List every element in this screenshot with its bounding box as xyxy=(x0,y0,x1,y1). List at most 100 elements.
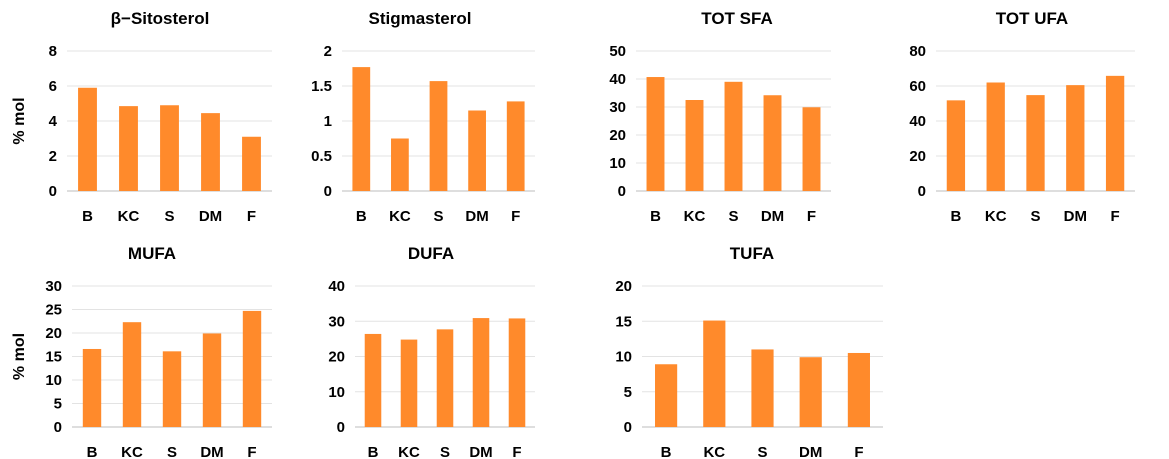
bar xyxy=(508,318,526,427)
chart-panel: 0 5 10 15 20 B KC S DM F TUFA xyxy=(615,244,883,459)
chart-panel: 0 20 40 60 80 B KC S DM F TOT UFA xyxy=(909,9,1135,225)
y-tick-label: 30 xyxy=(45,278,62,295)
y-tick-label: 0 xyxy=(54,419,62,436)
x-tick-label: B xyxy=(356,208,367,225)
x-tick-label: KC xyxy=(121,444,143,459)
bar xyxy=(1066,85,1085,191)
bar xyxy=(119,106,138,191)
y-tick-label: 0 xyxy=(624,419,632,436)
x-tick-label: S xyxy=(757,444,767,459)
bar xyxy=(162,351,182,427)
x-tick-label: B xyxy=(650,208,661,225)
x-tick-label: B xyxy=(368,444,379,459)
x-tick-label: B xyxy=(87,444,98,459)
chart-title: MUFA xyxy=(128,244,176,263)
x-tick-label: KC xyxy=(703,444,725,459)
x-tick-label: B xyxy=(82,208,93,225)
y-tick-label: 0 xyxy=(618,183,626,200)
y-tick-label: 0.5 xyxy=(311,148,332,165)
chart-title: TOT UFA xyxy=(996,9,1068,28)
x-tick-label: KC xyxy=(118,208,140,225)
bar xyxy=(82,348,102,427)
x-tick-label: F xyxy=(854,444,863,459)
bar xyxy=(763,95,782,191)
y-tick-label: 15 xyxy=(615,313,632,330)
chart-title: TUFA xyxy=(730,244,774,263)
bar xyxy=(468,110,486,191)
y-tick-label: 5 xyxy=(624,384,632,401)
bar xyxy=(751,349,774,427)
y-tick-label: 30 xyxy=(328,313,345,330)
x-tick-label: S xyxy=(433,208,443,225)
bar xyxy=(436,329,454,427)
bar xyxy=(655,364,678,427)
y-tick-label: 20 xyxy=(909,148,926,165)
y-tick-label: 50 xyxy=(609,43,626,60)
bar xyxy=(724,81,743,191)
x-tick-label: S xyxy=(167,444,177,459)
x-tick-label: DM xyxy=(200,444,223,459)
y-tick-label: 15 xyxy=(45,349,62,366)
y-tick-label: 4 xyxy=(49,113,58,130)
chart-title: Stigmasterol xyxy=(369,9,472,28)
y-tick-label: 20 xyxy=(328,349,345,366)
x-tick-label: KC xyxy=(985,208,1007,225)
y-tick-label: 0 xyxy=(918,183,926,200)
bar xyxy=(202,333,222,427)
bar xyxy=(242,310,262,427)
y-tick-label: 2 xyxy=(324,43,332,60)
y-tick-label: 0 xyxy=(324,183,332,200)
x-tick-label: S xyxy=(440,444,450,459)
y-tick-label: 30 xyxy=(609,99,626,116)
x-tick-label: F xyxy=(512,444,521,459)
x-tick-label: S xyxy=(1030,208,1040,225)
chart-panel: 0 10 20 30 40 B KC S DM F DUFA xyxy=(328,244,535,459)
chart-panel: 0 0.5 1 1.5 2 B KC S DM F Stigmasterol xyxy=(311,9,535,225)
y-tick-label: 1 xyxy=(324,113,332,130)
x-tick-label: DM xyxy=(761,208,784,225)
y-tick-label: 0 xyxy=(337,419,345,436)
x-tick-label: KC xyxy=(389,208,411,225)
y-tick-label: 1.5 xyxy=(311,78,332,95)
y-tick-label: 5 xyxy=(54,396,62,413)
y-axis-label: % mol xyxy=(11,333,28,380)
bar xyxy=(802,107,821,191)
chart-title: TOT SFA xyxy=(701,9,772,28)
x-tick-label: KC xyxy=(684,208,706,225)
x-tick-label: F xyxy=(511,208,520,225)
y-axis-label: % mol xyxy=(11,97,28,144)
y-tick-label: 20 xyxy=(609,127,626,144)
bar xyxy=(703,320,726,427)
x-tick-label: KC xyxy=(398,444,420,459)
y-tick-label: 10 xyxy=(45,372,62,389)
x-tick-label: DM xyxy=(469,444,492,459)
bar xyxy=(201,113,220,191)
chart-panel: 0 2 4 6 8 B KC S DM Fβ−Sitosterol % mol xyxy=(11,9,272,225)
y-tick-label: 80 xyxy=(909,43,926,60)
y-tick-label: 60 xyxy=(909,78,926,95)
x-tick-label: B xyxy=(661,444,672,459)
chart-panel: 0 10 20 30 40 50 B KC S DM F TOT SFA xyxy=(609,9,831,225)
x-tick-label: F xyxy=(247,208,256,225)
y-tick-label: 20 xyxy=(615,278,632,295)
y-tick-label: 0 xyxy=(49,183,57,200)
bar xyxy=(160,105,179,191)
bar xyxy=(122,322,142,427)
y-tick-label: 2 xyxy=(49,148,57,165)
bar xyxy=(506,101,525,191)
y-tick-label: 6 xyxy=(49,78,57,95)
bar xyxy=(242,136,261,191)
x-tick-label: S xyxy=(164,208,174,225)
y-tick-label: 10 xyxy=(328,384,345,401)
y-tick-label: 40 xyxy=(328,278,345,295)
bar xyxy=(391,138,409,191)
bar xyxy=(364,333,382,427)
x-tick-label: DM xyxy=(199,208,222,225)
x-tick-label: F xyxy=(247,444,256,459)
x-tick-label: S xyxy=(728,208,738,225)
chart-title: β−Sitosterol xyxy=(111,9,210,28)
chart-title: DUFA xyxy=(408,244,454,263)
bar xyxy=(352,67,371,191)
y-tick-label: 40 xyxy=(609,71,626,88)
